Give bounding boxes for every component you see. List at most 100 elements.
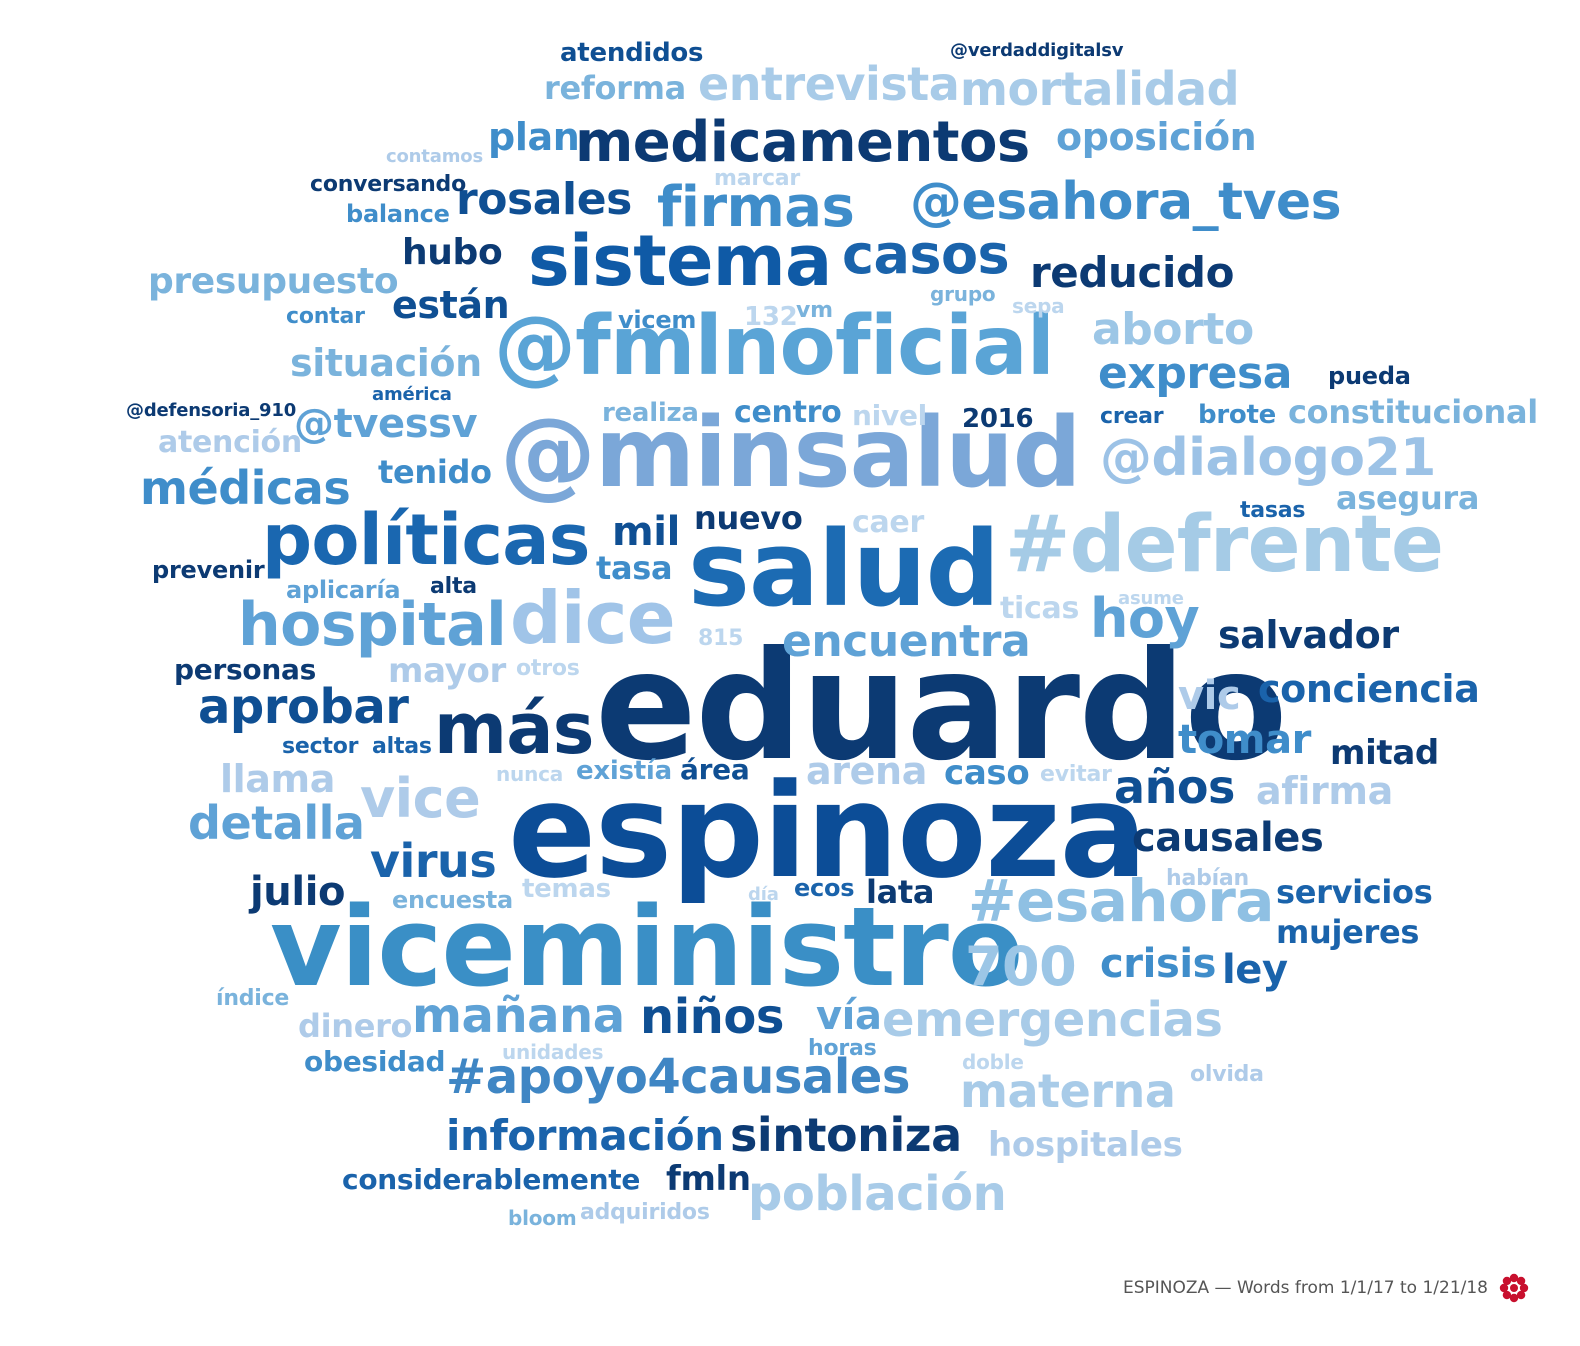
cloud-word: años bbox=[1114, 760, 1235, 814]
cloud-word: rosales bbox=[456, 174, 632, 225]
cloud-word: constitucional bbox=[1288, 393, 1538, 431]
cloud-word: prevenir bbox=[152, 556, 265, 584]
flower-logo-icon bbox=[1499, 1273, 1529, 1303]
cloud-word: detalla bbox=[188, 796, 365, 850]
cloud-caption: ESPINOZA — Words from 1/1/17 to 1/21/18 bbox=[1122, 1278, 1488, 1298]
cloud-word: @esahora_tves bbox=[910, 172, 1342, 232]
cloud-word: julio bbox=[250, 869, 346, 915]
cloud-word: sector bbox=[282, 734, 359, 759]
cloud-word: políticas bbox=[262, 499, 590, 581]
cloud-word: @tvessv bbox=[294, 401, 478, 447]
cloud-word: tomar bbox=[1178, 717, 1312, 763]
cloud-word: servicios bbox=[1276, 873, 1433, 911]
cloud-word: nivel bbox=[852, 399, 927, 432]
cloud-word: conversando bbox=[310, 172, 466, 197]
cloud-word: lata bbox=[866, 873, 935, 911]
cloud-word: mayor bbox=[388, 651, 506, 691]
cloud-word: tenido bbox=[378, 453, 492, 491]
cloud-word: entrevista bbox=[698, 57, 960, 111]
cloud-word: @fmlnoficial bbox=[494, 299, 1055, 394]
cloud-word: crisis bbox=[1100, 941, 1217, 987]
cloud-word: aborto bbox=[1092, 304, 1254, 355]
cloud-word: arena bbox=[806, 749, 927, 793]
cloud-word: índice bbox=[216, 986, 290, 1011]
cloud-word: bloom bbox=[508, 1206, 577, 1230]
cloud-word: 132 bbox=[744, 302, 798, 332]
cloud-word: expresa bbox=[1098, 348, 1293, 399]
cloud-word: alta bbox=[430, 574, 477, 599]
cloud-word: @dialogo21 bbox=[1100, 428, 1436, 488]
cloud-word: presupuesto bbox=[148, 261, 399, 302]
cloud-word: encuesta bbox=[392, 886, 513, 914]
cloud-word: mujeres bbox=[1276, 913, 1420, 951]
cloud-word: hubo bbox=[402, 232, 503, 273]
cloud-word: @verdaddigitalsv bbox=[950, 40, 1124, 61]
cloud-word: #esahora bbox=[968, 867, 1274, 935]
cloud-word: @defensoria_910 bbox=[126, 400, 297, 421]
cloud-word: afirma bbox=[1256, 769, 1393, 813]
cloud-word: asegura bbox=[1336, 479, 1480, 517]
cloud-word: balance bbox=[346, 200, 450, 228]
cloud-word: vic bbox=[1178, 673, 1241, 719]
cloud-word: hospital bbox=[238, 590, 507, 660]
cloud-word: evitar bbox=[1040, 762, 1112, 787]
cloud-word: mil bbox=[612, 509, 680, 555]
cloud-word: ticas bbox=[1000, 591, 1080, 626]
cloud-word: 700 bbox=[965, 935, 1077, 998]
cloud-word: hospitales bbox=[988, 1125, 1183, 1165]
cloud-word: más bbox=[434, 688, 594, 770]
cloud-word: encuentra bbox=[782, 616, 1031, 667]
cloud-word: médicas bbox=[140, 461, 351, 515]
cloud-word: 815 bbox=[698, 626, 744, 651]
cloud-word: horas bbox=[808, 1036, 877, 1061]
cloud-word: caer bbox=[852, 505, 924, 540]
cloud-word: sistema bbox=[528, 220, 832, 302]
cloud-word: aprobar bbox=[198, 679, 409, 735]
cloud-word: marcar bbox=[714, 166, 801, 191]
caption-row: ESPINOZA — Words from 1/1/17 to 1/21/18 bbox=[1123, 1272, 1530, 1304]
cloud-word: caso bbox=[944, 753, 1030, 793]
cloud-word: sepa bbox=[1012, 294, 1065, 318]
cloud-word: mañana bbox=[412, 988, 625, 1044]
cloud-word: sintoniza bbox=[730, 1108, 962, 1162]
cloud-word: pueda bbox=[1328, 362, 1411, 390]
cloud-word: área bbox=[680, 753, 750, 786]
cloud-word: realiza bbox=[602, 398, 699, 428]
cloud-word: tasas bbox=[1240, 498, 1306, 523]
cloud-word: situación bbox=[290, 341, 482, 385]
cloud-word: día bbox=[748, 884, 779, 905]
cloud-word: casos bbox=[842, 223, 1010, 286]
cloud-word: asume bbox=[1118, 588, 1184, 609]
cloud-word: brote bbox=[1198, 400, 1277, 430]
cloud-word: olvida bbox=[1190, 1062, 1264, 1087]
cloud-word: contar bbox=[286, 304, 365, 329]
cloud-word: hoy bbox=[1090, 587, 1200, 650]
cloud-word: atendidos bbox=[560, 38, 704, 68]
cloud-word: vicem bbox=[618, 306, 697, 334]
cloud-word: américa bbox=[372, 384, 452, 405]
cloud-word: dice bbox=[510, 576, 676, 660]
cloud-word: otros bbox=[516, 656, 580, 681]
cloud-word: oposición bbox=[1056, 115, 1257, 159]
cloud-word: causales bbox=[1132, 815, 1324, 861]
cloud-word: medicamentos bbox=[575, 110, 1030, 175]
cloud-word: #defrente bbox=[1005, 500, 1444, 590]
cloud-word: materna bbox=[960, 1064, 1176, 1118]
cloud-word: tasa bbox=[596, 549, 673, 587]
cloud-word: plan bbox=[488, 115, 580, 159]
cloud-word: salud bbox=[688, 508, 1000, 630]
cloud-word: crear bbox=[1100, 404, 1164, 429]
cloud-word: dinero bbox=[298, 1007, 413, 1045]
cloud-word: habían bbox=[1166, 866, 1249, 891]
cloud-word: información bbox=[446, 1111, 724, 1160]
cloud-word: espinoza bbox=[508, 755, 1147, 907]
cloud-word: #apoyo4causales bbox=[446, 1049, 910, 1105]
cloud-word: están bbox=[392, 283, 510, 327]
cloud-word: conciencia bbox=[1258, 667, 1480, 711]
cloud-word: firmas bbox=[657, 175, 855, 240]
cloud-word: considerablemente bbox=[342, 1163, 641, 1196]
cloud-word: mitad bbox=[1330, 733, 1439, 773]
cloud-word: viceministro bbox=[270, 883, 1023, 1011]
cloud-word: doble bbox=[962, 1050, 1024, 1074]
